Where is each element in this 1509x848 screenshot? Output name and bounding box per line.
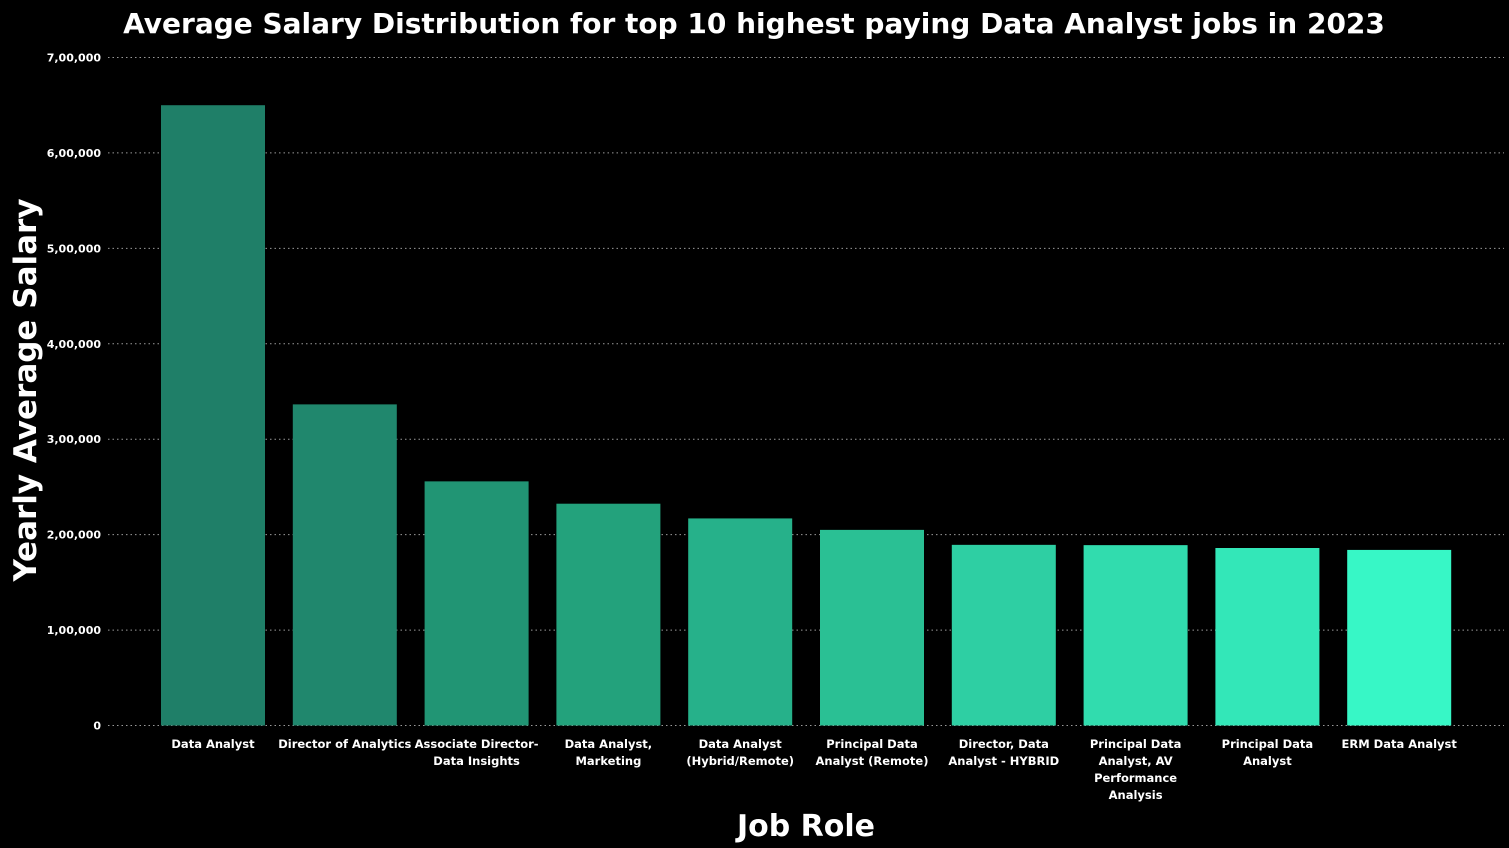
bar bbox=[161, 105, 265, 726]
x-category-label: Director of Analytics bbox=[278, 737, 411, 751]
y-axis-ticks: 0 1,00,000 2,00,000 3,00,000 4,00,000 5,00,00… bbox=[47, 52, 102, 733]
x-category-label: Data Analyst bbox=[699, 737, 783, 751]
bar bbox=[1083, 545, 1188, 726]
x-category-label: Performance bbox=[1094, 771, 1177, 785]
x-category-label: Analysis bbox=[1109, 788, 1163, 802]
bar bbox=[292, 404, 397, 726]
x-axis-title: Job Role bbox=[735, 809, 875, 844]
y-tick-label: 6,00,000 bbox=[47, 147, 102, 160]
x-category-label: Analyst (Remote) bbox=[816, 754, 929, 768]
x-category-label: Analyst, AV bbox=[1099, 754, 1173, 768]
bar bbox=[556, 503, 661, 726]
bar bbox=[688, 518, 793, 726]
x-category-label: Director, Data bbox=[959, 737, 1049, 751]
bar bbox=[951, 544, 1056, 726]
x-category-label: Principal Data bbox=[1090, 737, 1182, 751]
y-tick-label: 4,00,000 bbox=[47, 338, 102, 351]
y-axis-title: Yearly Average Salary bbox=[8, 198, 44, 582]
y-tick-label: 7,00,000 bbox=[47, 52, 102, 65]
bar bbox=[424, 481, 529, 726]
y-tick-label: 5,00,000 bbox=[47, 242, 102, 255]
x-category-label: Data Analyst bbox=[171, 737, 255, 751]
bar bbox=[820, 529, 924, 726]
bars bbox=[161, 105, 1452, 726]
chart-title: Average Salary Distribution for top 10 h… bbox=[123, 7, 1385, 40]
y-tick-label: 1,00,000 bbox=[47, 624, 102, 637]
bar bbox=[1215, 548, 1320, 726]
x-category-label: Analyst - HYBRID bbox=[948, 754, 1059, 768]
y-tick-label: 3,00,000 bbox=[47, 433, 102, 446]
bar bbox=[1347, 549, 1452, 726]
x-axis-categories: Data Analyst Director of Analytics Associa… bbox=[171, 737, 1457, 802]
x-category-label: Marketing bbox=[575, 754, 641, 768]
x-category-label: Data Analyst, bbox=[565, 737, 653, 751]
gridlines bbox=[108, 57, 1504, 726]
x-category-label: Principal Data bbox=[1222, 737, 1314, 751]
x-category-label: Associate Director- bbox=[415, 737, 539, 751]
x-category-label: (Hybrid/Remote) bbox=[686, 754, 794, 768]
y-tick-label: 2,00,000 bbox=[47, 529, 102, 542]
x-category-label: Analyst bbox=[1243, 754, 1292, 768]
x-category-label: Data Insights bbox=[433, 754, 520, 768]
x-category-label: ERM Data Analyst bbox=[1342, 737, 1458, 751]
x-category-label: Principal Data bbox=[826, 737, 918, 751]
y-tick-label: 0 bbox=[93, 720, 101, 733]
